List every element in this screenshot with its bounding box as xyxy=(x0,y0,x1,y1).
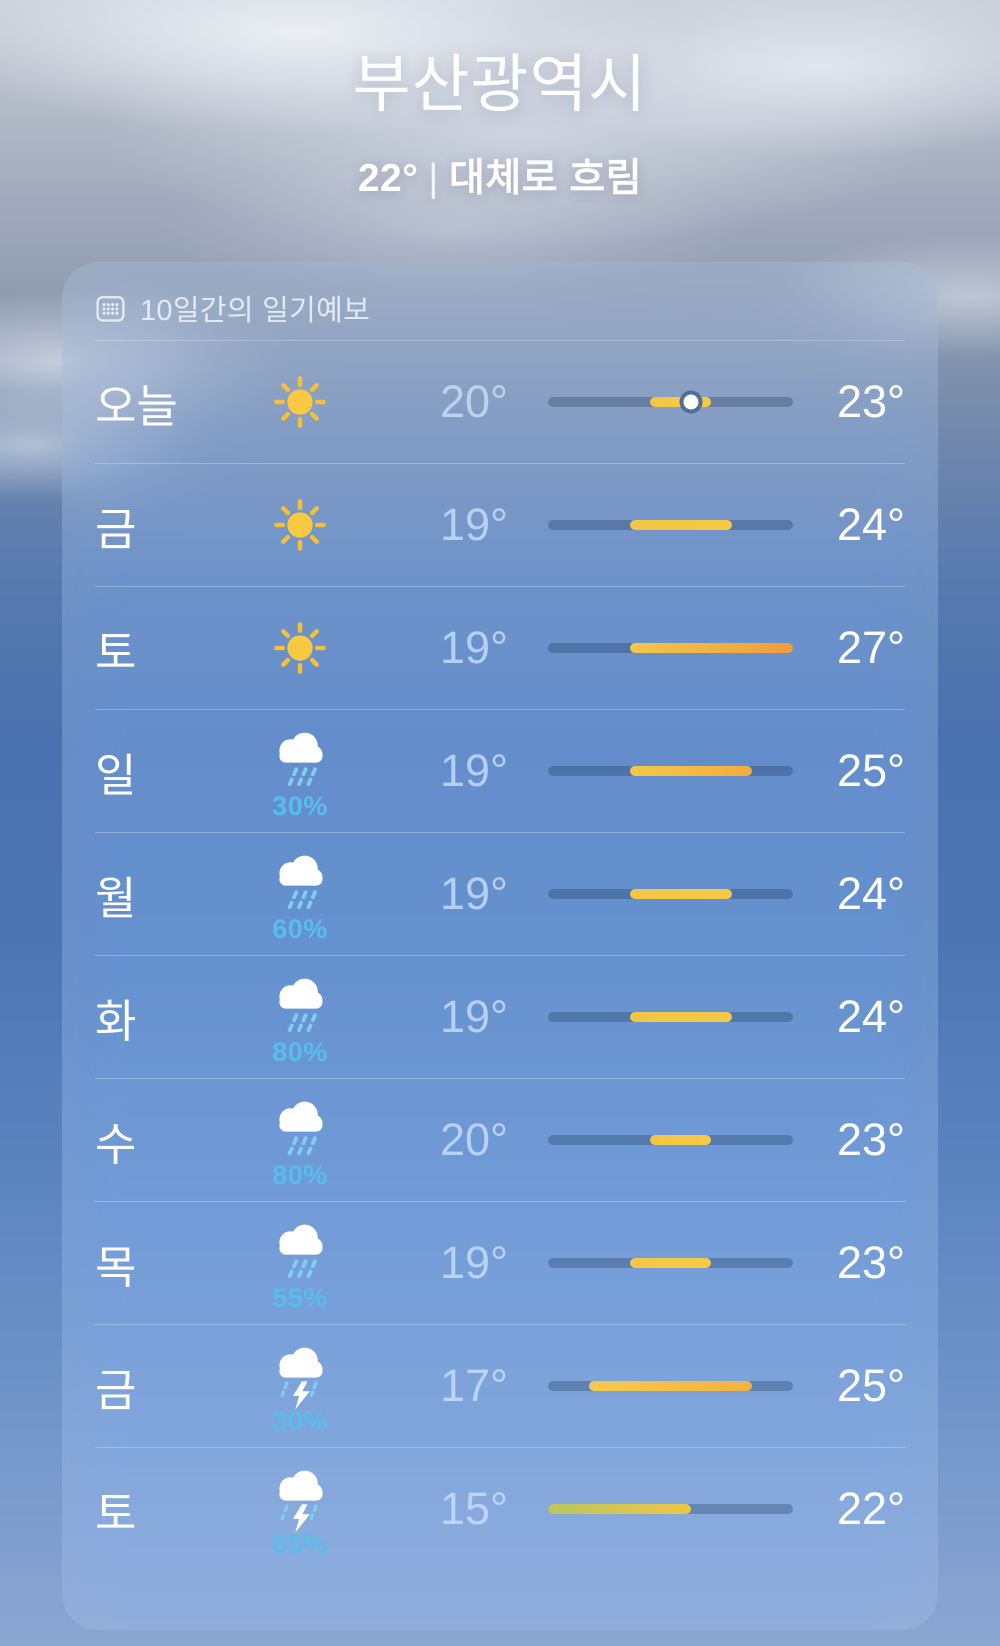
day-label: 오늘 xyxy=(95,380,178,432)
rain-cloud-icon xyxy=(279,1224,323,1278)
day-label: 화 xyxy=(95,995,137,1047)
high-temp: 24° xyxy=(836,868,905,919)
condition-icon-cell: 80% xyxy=(215,1079,385,1201)
sun-icon xyxy=(274,622,326,674)
temp-range-bar xyxy=(548,766,793,776)
temp-range-fill xyxy=(629,889,732,899)
storm-cloud-icon xyxy=(279,1347,323,1409)
condition-icon-cell: 30% xyxy=(215,1325,385,1447)
condition-icon-cell: 65% xyxy=(215,1448,385,1570)
forecast-row[interactable]: 오늘 20° 23° xyxy=(95,340,905,463)
condition-icon-cell: 30% xyxy=(215,710,385,832)
low-temp: 19° xyxy=(439,745,508,796)
forecast-card-header: 10일간의 일기예보 xyxy=(62,262,938,340)
low-temp: 20° xyxy=(439,1114,508,1165)
day-label: 일 xyxy=(95,749,137,801)
low-temp: 19° xyxy=(439,499,508,550)
high-temp: 25° xyxy=(836,1360,905,1411)
sun-icon xyxy=(274,376,326,428)
low-temp: 17° xyxy=(439,1360,508,1411)
high-temp: 24° xyxy=(836,499,905,550)
high-temp: 23° xyxy=(836,1237,905,1288)
condition-icon-cell xyxy=(215,587,385,709)
day-label: 토 xyxy=(95,1487,137,1539)
low-temp: 20° xyxy=(439,376,508,427)
temp-range-fill xyxy=(629,643,793,653)
forecast-row[interactable]: 금 19° 24° xyxy=(95,463,905,586)
day-label: 금 xyxy=(95,503,137,555)
high-temp: 22° xyxy=(836,1483,905,1534)
calendar-icon xyxy=(96,295,125,322)
city-header: 부산광역시 22° | 대체로 흐림 xyxy=(0,34,1000,203)
day-label: 월 xyxy=(95,872,137,924)
low-temp: 15° xyxy=(439,1483,508,1534)
storm-cloud-icon xyxy=(279,1470,323,1532)
temp-range-fill xyxy=(629,1012,732,1022)
forecast-card-title: 10일간의 일기예보 xyxy=(140,295,371,327)
ten-day-forecast-card: 10일간의 일기예보 오늘 20° 23° 금 19° 24° 토 19° 27° 일 30% 19°… xyxy=(62,262,938,1630)
day-label: 금 xyxy=(95,1364,137,1416)
temp-range-fill xyxy=(629,520,732,530)
high-temp: 25° xyxy=(836,745,905,796)
high-temp: 23° xyxy=(836,376,905,427)
high-temp: 23° xyxy=(836,1114,905,1165)
condition-text: 대체로 흐림 xyxy=(448,157,643,200)
temp-range-bar xyxy=(548,1504,793,1514)
temp-range-fill xyxy=(629,766,753,776)
rain-cloud-icon xyxy=(279,1101,323,1155)
forecast-row[interactable]: 목 55% 19° 23° xyxy=(95,1201,905,1324)
temp-range-bar xyxy=(548,1381,793,1391)
forecast-row[interactable]: 일 30% 19° 25° xyxy=(95,709,905,832)
condition-icon-cell: 80% xyxy=(215,956,385,1078)
temp-range-bar xyxy=(548,1258,793,1268)
temp-range-fill xyxy=(650,397,712,407)
high-temp: 27° xyxy=(836,622,905,673)
precip-chance: 65% xyxy=(272,1529,328,1559)
condition-icon-cell: 55% xyxy=(215,1202,385,1324)
condition-icon-cell: 60% xyxy=(215,833,385,955)
sun-icon xyxy=(274,499,326,551)
temp-range-fill xyxy=(588,1381,753,1391)
forecast-rows: 오늘 20° 23° 금 19° 24° 토 19° 27° 일 30% 19° 25° 월 60% 19° 2… xyxy=(62,340,938,1570)
precip-chance: 55% xyxy=(272,1283,328,1313)
temp-range-bar xyxy=(548,394,793,410)
low-temp: 19° xyxy=(439,1237,508,1288)
day-label: 목 xyxy=(95,1241,137,1293)
temp-range-bar xyxy=(548,520,793,530)
forecast-row[interactable]: 수 80% 20° 23° xyxy=(95,1078,905,1201)
temp-range-bar xyxy=(548,1135,793,1145)
city-name: 부산광역시 xyxy=(352,50,648,120)
low-temp: 19° xyxy=(439,991,508,1042)
low-temp: 19° xyxy=(439,622,508,673)
conditions-divider: | xyxy=(428,157,439,200)
temp-range-fill xyxy=(629,1258,712,1268)
current-temp-dot xyxy=(683,394,699,410)
low-temp: 19° xyxy=(439,868,508,919)
temp-range-fill xyxy=(650,1135,712,1145)
rain-cloud-icon xyxy=(279,978,323,1032)
high-temp: 24° xyxy=(836,991,905,1042)
temp-range-bar xyxy=(548,643,793,653)
forecast-row[interactable]: 화 80% 19° 24° xyxy=(95,955,905,1078)
precip-chance: 80% xyxy=(272,1160,328,1190)
precip-chance: 30% xyxy=(272,791,328,821)
forecast-row[interactable]: 토 65% 15° 22° xyxy=(95,1447,905,1570)
precip-chance: 80% xyxy=(272,1037,328,1067)
forecast-row[interactable]: 월 60% 19° 24° xyxy=(95,832,905,955)
rain-cloud-icon xyxy=(279,732,323,786)
temp-range-bar xyxy=(548,889,793,899)
temp-range-fill xyxy=(548,1504,691,1514)
forecast-row[interactable]: 토 19° 27° xyxy=(95,586,905,709)
day-label: 수 xyxy=(95,1118,137,1170)
precip-chance: 30% xyxy=(272,1406,328,1436)
precip-chance: 60% xyxy=(272,914,328,944)
forecast-row[interactable]: 금 30% 17° 25° xyxy=(95,1324,905,1447)
current-temp: 22° xyxy=(357,157,419,200)
day-label: 토 xyxy=(95,626,137,678)
condition-icon-cell xyxy=(215,341,385,463)
temp-range-bar xyxy=(548,1012,793,1022)
current-conditions: 22° | 대체로 흐림 xyxy=(0,147,1000,203)
condition-icon-cell xyxy=(215,464,385,586)
rain-cloud-icon xyxy=(279,855,323,909)
